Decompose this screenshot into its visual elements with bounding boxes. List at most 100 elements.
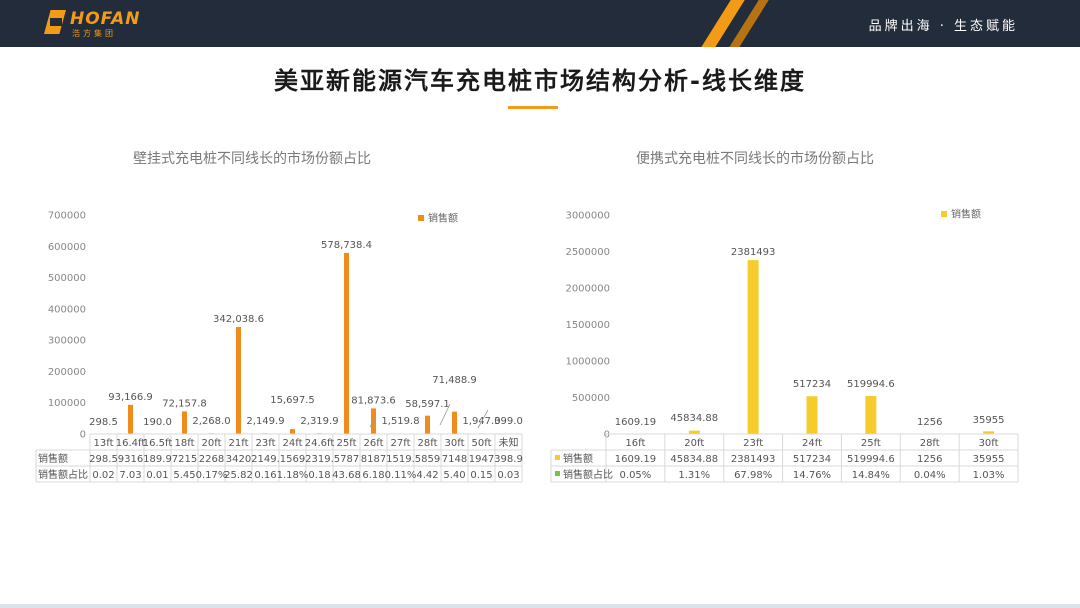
table-cell: 517234 <box>793 454 831 465</box>
x-tick-label: 20ft <box>202 438 222 449</box>
data-label: 15,697.5 <box>270 395 315 406</box>
table-cell: 5.45 <box>173 470 195 481</box>
x-tick-label: 24.6ft <box>305 438 335 449</box>
right-chart-title: 便携式充电桩不同线长的市场份额占比 <box>636 151 874 167</box>
table-row-label: 销售额占比 <box>563 468 613 481</box>
x-tick-label: 24ft <box>802 438 822 449</box>
bar <box>865 396 877 434</box>
data-label: 190.0 <box>143 417 172 428</box>
y-tick-label: 1500000 <box>565 320 610 331</box>
data-label: 81,873.6 <box>351 395 396 406</box>
table-cell: 67.98% <box>734 470 772 481</box>
table-cell: 1256 <box>917 454 942 465</box>
x-tick-label: 30ft <box>979 438 999 449</box>
x-tick-label: 16.4ft <box>116 438 146 449</box>
x-tick-label: 25ft <box>861 438 881 449</box>
data-label: 72,157.8 <box>162 398 207 409</box>
table-cell: 5787 <box>334 454 359 465</box>
bar <box>344 252 349 434</box>
bar <box>236 326 241 434</box>
x-tick-label: 16ft <box>625 438 645 449</box>
y-tick-label: 100000 <box>48 398 86 409</box>
leader-line <box>439 403 451 426</box>
data-label: 35955 <box>973 415 1005 426</box>
data-label: 93,166.9 <box>108 392 153 403</box>
y-tick-label: 3000000 <box>565 211 610 222</box>
x-tick-label: 27ft <box>391 438 411 449</box>
bar <box>747 260 759 434</box>
bar <box>128 404 133 434</box>
x-tick-label: 13ft <box>94 438 114 449</box>
table-cell: 35955 <box>973 454 1005 465</box>
table-cell: 7215 <box>172 454 197 465</box>
table-cell: 0.17% <box>196 470 228 481</box>
data-label: 342,038.6 <box>213 314 264 325</box>
table-cell: 2268 <box>199 454 224 465</box>
table-cell: 398.9 <box>494 454 523 465</box>
table-cell: 1569 <box>280 454 305 465</box>
table-cell: 1947 <box>469 454 494 465</box>
table-cell: 298.5 <box>89 454 118 465</box>
x-tick-label: 16.5ft <box>143 438 173 449</box>
bar <box>182 411 187 434</box>
header-bar: HOFAN 浩方集团 品牌出海 · 生态赋能 <box>0 0 1080 47</box>
leader-line <box>369 418 376 428</box>
table-cell: 519994.6 <box>847 454 895 465</box>
x-tick-label: 24ft <box>283 438 303 449</box>
table-cell: 7148 <box>442 454 467 465</box>
table-cell: 0.03 <box>497 470 519 481</box>
y-tick-label: 700000 <box>48 211 86 222</box>
table-cell: 5859 <box>415 454 440 465</box>
bar <box>806 396 818 434</box>
x-tick-label: 30ft <box>445 438 465 449</box>
y-tick-label: 2000000 <box>565 284 610 295</box>
data-label: 1256 <box>917 417 942 428</box>
x-tick-label: 23ft <box>743 438 763 449</box>
bar <box>452 411 457 434</box>
x-tick-label: 26ft <box>364 438 384 449</box>
table-cell: 2149. <box>251 454 280 465</box>
bar <box>983 431 995 434</box>
table-cell: 1609.19 <box>615 454 656 465</box>
y-tick-label: 200000 <box>48 367 86 378</box>
table-cell: 7.03 <box>119 470 141 481</box>
data-label: 298.5 <box>89 417 118 428</box>
table-row-label: 销售额占比 <box>38 468 88 481</box>
legend-swatch <box>941 211 947 217</box>
data-label: 517234 <box>793 379 831 390</box>
header-slogan: 品牌出海 · 生态赋能 <box>868 19 1018 34</box>
y-tick-label: 500000 <box>572 393 610 404</box>
table-cell: 0.05% <box>620 470 652 481</box>
table-cell: 189.9 <box>143 454 172 465</box>
data-label: 399.0 <box>494 416 523 427</box>
y-tick-label: 600000 <box>48 242 86 253</box>
legend-label: 销售额 <box>951 208 981 221</box>
table-cell: 0.04% <box>914 470 946 481</box>
table-cell: 25.82 <box>224 470 253 481</box>
table-cell: 43.68 <box>332 470 361 481</box>
footer-line <box>0 604 1080 608</box>
table-cell: 1.31% <box>678 470 710 481</box>
y-tick-label: 400000 <box>48 304 86 315</box>
bar <box>688 430 700 434</box>
x-tick-label: 21ft <box>229 438 249 449</box>
data-label: 2,149.9 <box>246 416 284 427</box>
table-cell: 5.40 <box>443 470 465 481</box>
legend-label: 销售额 <box>428 212 458 225</box>
table-cell: 0.11% <box>385 470 417 481</box>
x-tick-label: 28ft <box>418 438 438 449</box>
table-cell: 0.16 <box>254 470 276 481</box>
data-label: 2,319.9 <box>300 416 338 427</box>
left-chart-title: 壁挂式充电桩不同线长的市场份额占比 <box>133 151 371 167</box>
table-cell: 0.18 <box>308 470 330 481</box>
leader-line <box>477 409 489 429</box>
legend-swatch <box>418 215 424 221</box>
y-tick-label: 0 <box>604 430 610 441</box>
page-title: 美亚新能源汽车充电桩市场结构分析-线长维度 <box>274 67 806 95</box>
data-label: 1609.19 <box>615 417 656 428</box>
data-label: 1,519.8 <box>381 416 419 427</box>
table-cell: 14.76% <box>793 470 831 481</box>
table-cell: 4.42 <box>416 470 438 481</box>
table-cell: 2319. <box>305 454 334 465</box>
